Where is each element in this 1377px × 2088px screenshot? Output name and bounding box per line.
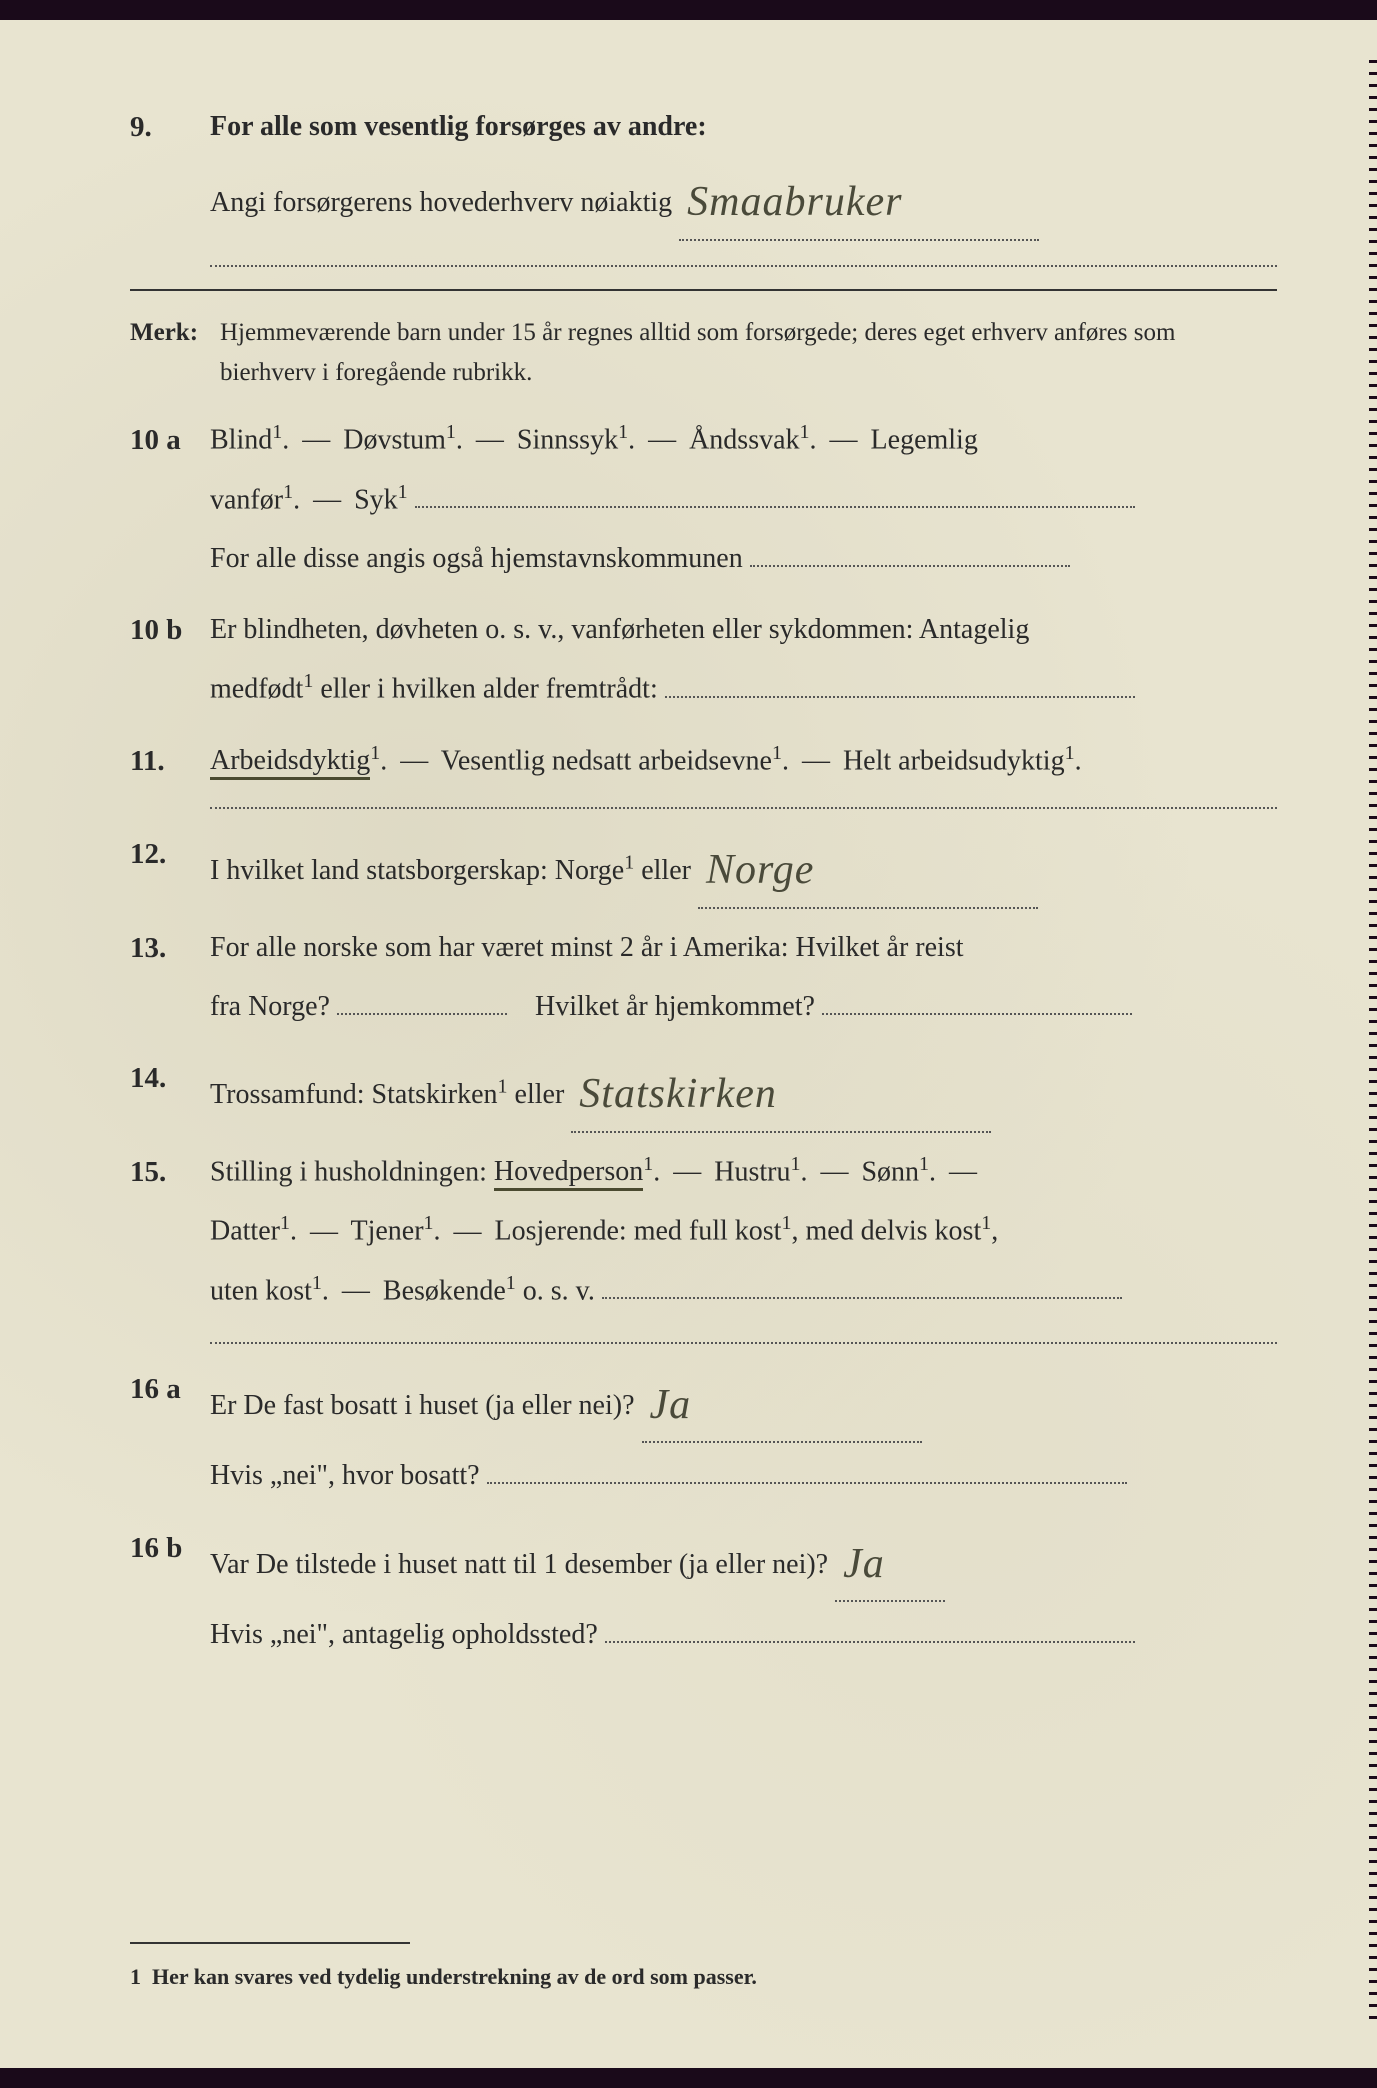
question-9: 9. For alle som vesentlig forsørges av a…: [130, 100, 1277, 247]
q16a-answer: Ja: [650, 1382, 692, 1428]
section-rule: [130, 289, 1277, 291]
q9-body: For alle som vesentlig forsørges av andr…: [210, 100, 1277, 247]
merk-label: Merk:: [130, 313, 220, 393]
q16a-line1: Er De fast bosatt i huset (ja eller nei)…: [210, 1362, 1277, 1444]
question-13: 13. For alle norske som har været minst …: [130, 921, 1277, 1039]
q11-body: Arbeidsdyktig1. — Vesentlig nedsatt arbe…: [210, 734, 1277, 789]
question-16b: 16 b Var De tilstede i huset natt til 1 …: [130, 1521, 1277, 1668]
q10a-line1: Blind1. — Døvstum1. — Sinnssyk1. — Åndss…: [210, 413, 1277, 467]
q16b-number: 16 b: [130, 1521, 210, 1668]
dotted-separator: [210, 265, 1277, 267]
dotted-separator-2: [210, 807, 1277, 809]
q9-answer: Smaabruker: [687, 179, 902, 225]
question-16a: 16 a Er De fast bosatt i huset (ja eller…: [130, 1362, 1277, 1509]
q12-answer-field: Norge: [698, 827, 1038, 909]
q15-body: Stilling i husholdningen: Hovedperson1. …: [210, 1145, 1277, 1324]
q10b-body: Er blindheten, døvheten o. s. v., vanfør…: [210, 603, 1277, 722]
q15-line3: uten kost1. — Besøkende1 o. s. v.: [210, 1264, 1277, 1318]
q16b-line1: Var De tilstede i huset natt til 1 desem…: [210, 1521, 1277, 1603]
q16b-body: Var De tilstede i huset natt til 1 desem…: [210, 1521, 1277, 1668]
merk-text: Hjemmeværende barn under 15 år regnes al…: [220, 313, 1277, 393]
footnote: 1 Her kan svares ved tydelig understrekn…: [130, 1942, 1277, 1998]
question-14: 14. Trossamfund: Statskirken1 eller Stat…: [130, 1051, 1277, 1133]
q12-answer: Norge: [706, 847, 814, 893]
q13-line2: fra Norge? Hvilket år hjemkommet?: [210, 980, 1277, 1033]
q15-hovedperson: Hovedperson: [494, 1156, 643, 1191]
q9-answer-field: Smaabruker: [679, 159, 1039, 241]
q11-opt2: Vesentlig nedsatt arbeidsevne: [441, 745, 772, 776]
q16b-line2: Hvis „nei", antagelig opholdssted?: [210, 1608, 1277, 1661]
q15-line2: Datter1. — Tjener1. — Losjerende: med fu…: [210, 1204, 1277, 1258]
q10b-line1: Er blindheten, døvheten o. s. v., vanfør…: [210, 603, 1277, 656]
q10a-number: 10 a: [130, 413, 210, 591]
q13-number: 13.: [130, 921, 210, 1039]
question-15: 15. Stilling i husholdningen: Hovedperso…: [130, 1145, 1277, 1324]
document-page: 9. For alle som vesentlig forsørges av a…: [0, 20, 1377, 2068]
q10b-number: 10 b: [130, 603, 210, 722]
q16b-answer: Ja: [843, 1541, 885, 1587]
q14-answer: Statskirken: [579, 1071, 777, 1117]
q15-number: 15.: [130, 1145, 210, 1324]
footnote-rule: [130, 1942, 410, 1944]
question-10a: 10 a Blind1. — Døvstum1. — Sinnssyk1. — …: [130, 413, 1277, 591]
q10a-line3: For alle disse angis også hjemstavnskomm…: [210, 532, 1277, 585]
q9-line2: Angi forsørgerens hovederhverv nøiaktig …: [210, 159, 1277, 241]
question-12: 12. I hvilket land statsborgerskap: Norg…: [130, 827, 1277, 909]
q14-body: Trossamfund: Statskirken1 eller Statskir…: [210, 1051, 1277, 1133]
q11-number: 11.: [130, 734, 210, 789]
q16a-answer-field: Ja: [642, 1362, 922, 1444]
question-11: 11. Arbeidsdyktig1. — Vesentlig nedsatt …: [130, 734, 1277, 789]
q9-number: 9.: [130, 100, 210, 247]
q12-number: 12.: [130, 827, 210, 909]
footnote-marker: 1: [130, 1964, 141, 1989]
footnote-text: Her kan svares ved tydelig understreknin…: [152, 1964, 757, 1989]
dotted-separator-3: [210, 1342, 1277, 1344]
q16a-number: 16 a: [130, 1362, 210, 1509]
q9-line1: For alle som vesentlig forsørges av andr…: [210, 100, 1277, 153]
q10a-line2: vanfør1. — Syk1: [210, 473, 1277, 527]
q10b-line2: medfødt1 eller i hvilken alder fremtrådt…: [210, 662, 1277, 716]
question-10b: 10 b Er blindheten, døvheten o. s. v., v…: [130, 603, 1277, 722]
merk-note: Merk: Hjemmeværende barn under 15 år reg…: [130, 313, 1277, 393]
q11-opt3: Helt arbeidsudyktig: [843, 745, 1065, 776]
q11-opt1: Arbeidsdyktig: [210, 745, 370, 780]
q13-line1: For alle norske som har været minst 2 år…: [210, 921, 1277, 974]
q13-body: For alle norske som har været minst 2 år…: [210, 921, 1277, 1039]
q16a-line2: Hvis „nei", hvor bosatt?: [210, 1449, 1277, 1502]
q16a-body: Er De fast bosatt i huset (ja eller nei)…: [210, 1362, 1277, 1509]
q10a-body: Blind1. — Døvstum1. — Sinnssyk1. — Åndss…: [210, 413, 1277, 591]
q16b-answer-field: Ja: [835, 1521, 945, 1603]
q12-body: I hvilket land statsborgerskap: Norge1 e…: [210, 827, 1277, 909]
q15-line1: Stilling i husholdningen: Hovedperson1. …: [210, 1145, 1277, 1199]
q14-number: 14.: [130, 1051, 210, 1133]
q14-answer-field: Statskirken: [571, 1051, 991, 1133]
